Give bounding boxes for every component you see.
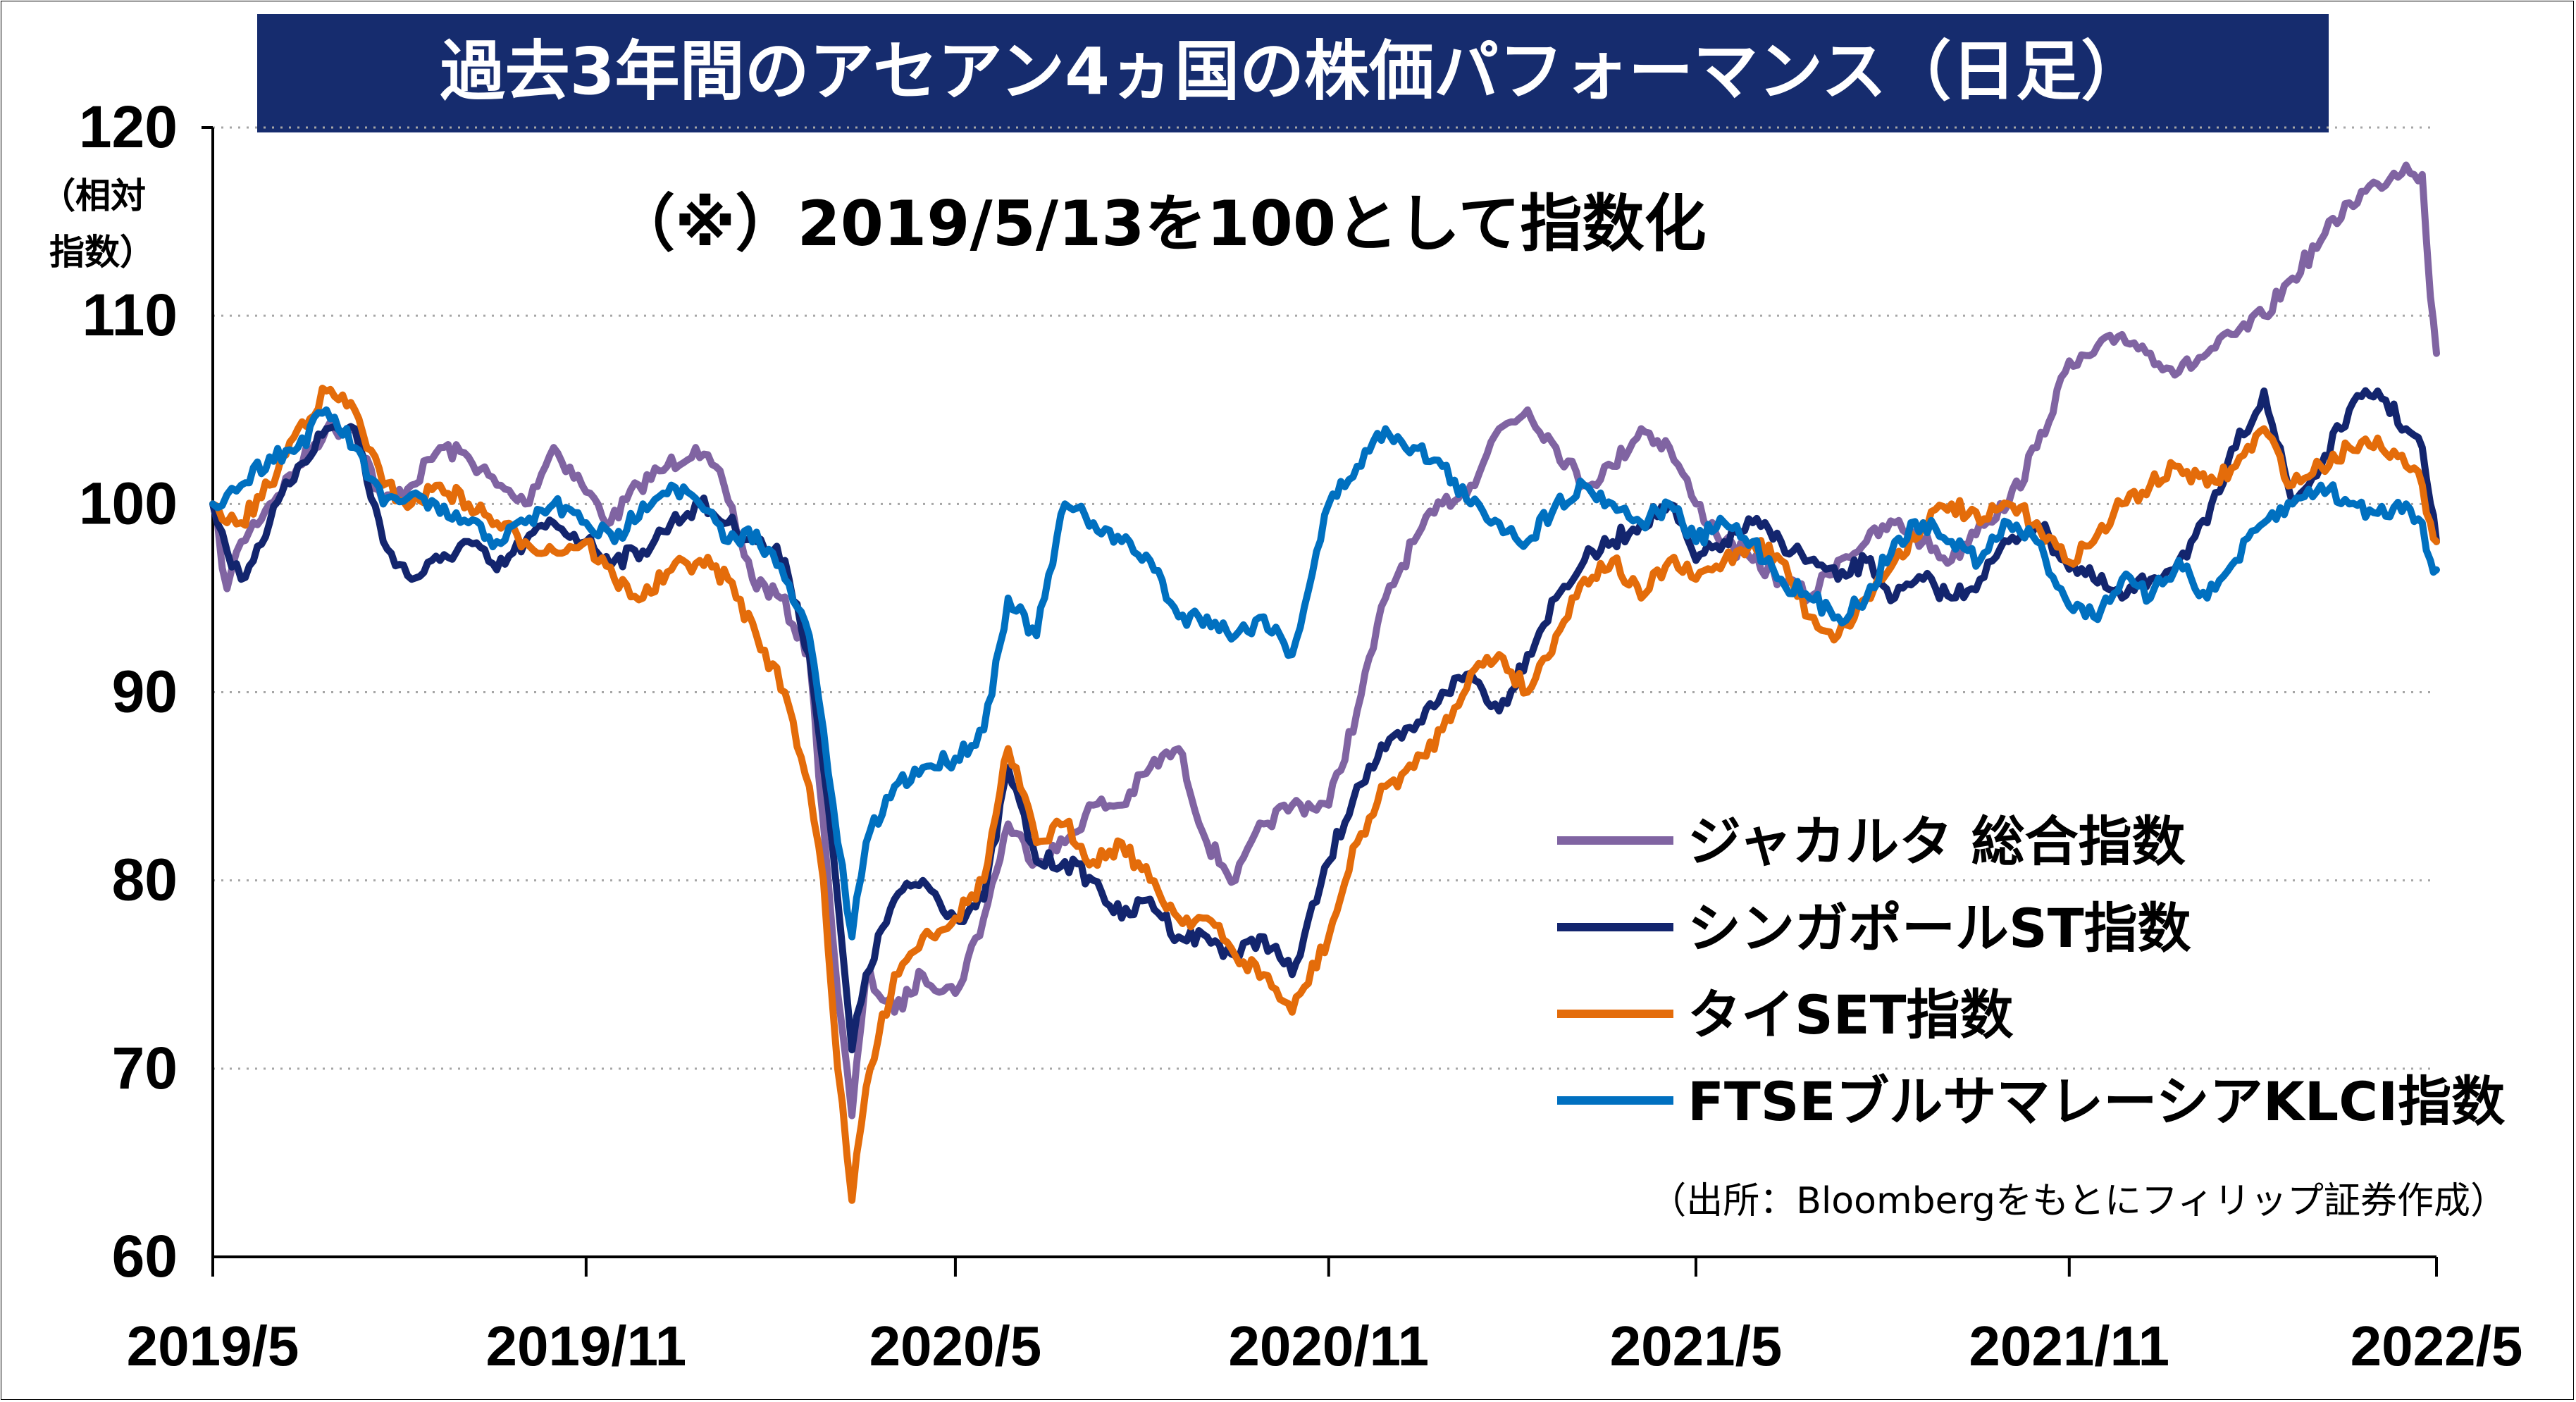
y-tick-label-70: 70 <box>112 1035 178 1101</box>
y-tick-label-110: 110 <box>82 282 178 348</box>
x-tick-label-2020/11: 2020/11 <box>1228 1315 1429 1377</box>
legend-label-1: シンガポールST指数 <box>1688 897 2191 960</box>
y-tick-label-90: 90 <box>112 659 178 725</box>
legend-label-2: タイSET指数 <box>1688 984 2014 1046</box>
x-tick-label-2019/5: 2019/5 <box>127 1315 299 1377</box>
y-tick-label-80: 80 <box>112 847 178 913</box>
y-axis-label-line1: （相対 <box>40 175 146 216</box>
x-tick-label-2022/5: 2022/5 <box>2351 1315 2523 1377</box>
legend-label-3: FTSEブルサマレーシアKLCI指数 <box>1688 1070 2505 1133</box>
legend-label-0: ジャカルタ 総合指数 <box>1688 810 2186 873</box>
y-axis-label-line2: 指数） <box>49 232 155 273</box>
title-banner <box>257 14 2329 132</box>
chart-title: 過去3年間のアセアン4ヵ国の株価パフォーマンス（日足） <box>440 34 2146 109</box>
index-note: （※）2019/5/13を100として指数化 <box>613 187 1707 260</box>
axes <box>202 126 2436 1258</box>
y-axis-ticks: 60 70 80 90 100 110 120 <box>79 94 178 1289</box>
grid-lines <box>213 126 2436 1070</box>
series-line-0 <box>209 161 2440 1119</box>
x-tick-label-2019/11: 2019/11 <box>485 1315 686 1377</box>
series-lines <box>209 161 2440 1204</box>
y-tick-label-100: 100 <box>79 470 178 536</box>
series-line-3 <box>209 406 2440 941</box>
x-tick-label-2021/5: 2021/5 <box>1610 1315 1783 1377</box>
y-tick-label-60: 60 <box>112 1223 178 1289</box>
x-axis-ticks: 2019/5 2019/11 2020/5 2020/11 2021/5 2021/11 2… <box>127 1257 2523 1377</box>
x-tick-label-2020/5: 2020/5 <box>869 1315 1042 1377</box>
y-tick-label-120: 120 <box>79 94 178 160</box>
x-tick-label-2021/11: 2021/11 <box>1969 1315 2169 1377</box>
series-line-2 <box>209 385 2440 1204</box>
source-note: （出所：Bloombergをもとにフィリップ証券作成） <box>1649 1180 2507 1222</box>
